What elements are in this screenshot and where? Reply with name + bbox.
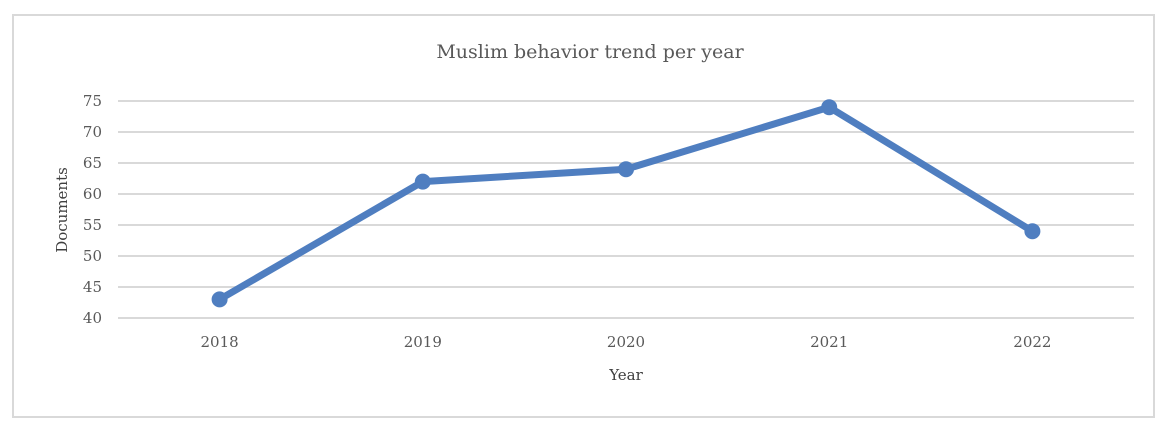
y-tick-label: 60 (83, 185, 102, 203)
x-axis-label: Year (608, 366, 643, 384)
x-tick-label: 2020 (607, 333, 645, 351)
x-tick-label: 2021 (810, 333, 848, 351)
y-tick-label: 55 (83, 216, 102, 234)
data-point-2021 (821, 99, 838, 116)
y-axis-ticks: 40 45 50 55 60 65 70 75 (83, 92, 102, 327)
chart-frame (12, 14, 1155, 418)
data-point-2019 (414, 173, 431, 190)
series-layer (211, 99, 1041, 308)
data-point-2022 (1024, 223, 1041, 240)
gridlines (118, 100, 1134, 319)
x-axis-ticks: 2018 2019 2020 2021 2022 (201, 333, 1052, 351)
y-tick-label: 65 (83, 154, 102, 172)
y-tick-label: 45 (83, 278, 102, 296)
series-line (216, 103, 1036, 303)
y-tick-label: 50 (83, 247, 102, 265)
data-point-2018 (211, 291, 228, 308)
y-tick-label: 70 (83, 123, 102, 141)
x-tick-label: 2022 (1013, 333, 1051, 351)
chart-title: Muslim behavior trend per year (436, 41, 744, 63)
x-tick-label: 2018 (201, 333, 239, 351)
y-tick-label: 75 (83, 92, 102, 110)
x-tick-label: 2019 (404, 333, 442, 351)
y-axis-label: Documents (53, 167, 71, 253)
data-point-2020 (618, 161, 634, 178)
y-tick-label: 40 (83, 309, 102, 327)
